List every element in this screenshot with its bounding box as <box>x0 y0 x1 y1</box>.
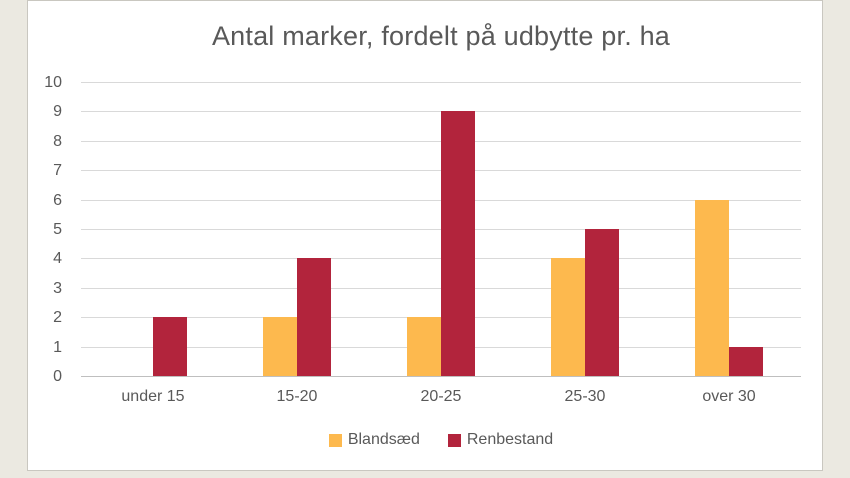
bar-group-25-30 <box>513 82 657 376</box>
y-axis: 0 1 2 3 4 5 6 7 8 9 10 <box>28 74 68 385</box>
bar-blands-d-25-30 <box>551 258 585 376</box>
y-tick-label: 2 <box>53 309 62 327</box>
bar-group-over-30 <box>657 82 801 376</box>
x-tick-label-20-25: 20-25 <box>420 388 462 405</box>
y-tick-label: 1 <box>53 338 62 356</box>
legend-swatch-blands-d <box>328 433 342 447</box>
bar-renbestand-20-25 <box>441 111 475 376</box>
x-tick-label-15-20: 15-20 <box>276 388 318 405</box>
x-axis-line <box>81 376 801 377</box>
bar-renbestand-15-20 <box>297 258 331 376</box>
y-tick-label: 9 <box>53 103 62 121</box>
bar-group-20-25 <box>369 82 513 376</box>
x-tick-label-over-30: over 30 <box>702 388 756 405</box>
legend-swatch-renbestand <box>447 433 461 447</box>
bar-blands-d-20-25 <box>407 317 441 376</box>
y-tick-label: 6 <box>53 191 62 209</box>
bar-blands-d-over-30 <box>695 199 729 376</box>
x-axis: under 15 15-20 20-25 25-30 over 30 <box>81 388 801 406</box>
bar-renbestand-under-15 <box>153 317 187 376</box>
y-tick-label: 7 <box>53 162 62 180</box>
legend: Blandsæd Renbestand <box>81 431 801 449</box>
y-tick-label: 4 <box>53 250 62 268</box>
y-tick-label: 5 <box>53 221 62 238</box>
bar-renbestand-over-30 <box>729 346 763 376</box>
x-tick-label-under-15: under 15 <box>121 388 185 405</box>
chart-title: Antal marker, fordelt på udbytte pr. ha <box>211 21 671 51</box>
y-tick-label: 8 <box>53 132 62 150</box>
x-tick-label-25-30: 25-30 <box>564 388 606 405</box>
legend-label-blands-d: Blandsæd <box>347 431 420 448</box>
y-tick-label: 3 <box>53 279 62 297</box>
legend-item-blands-d: Blandsæd <box>328 431 420 449</box>
legend-label-renbestand: Renbestand <box>466 431 554 448</box>
bar-blands-d-15-20 <box>263 317 297 376</box>
plot-area <box>81 82 801 377</box>
bar-renbestand-25-30 <box>585 229 619 376</box>
y-tick-label: 0 <box>53 368 62 385</box>
legend-item-renbestand: Renbestand <box>447 431 554 449</box>
chart-panel: Antal marker, fordelt på udbytte pr. ha … <box>27 0 823 471</box>
bar-group-under-15 <box>81 82 225 376</box>
y-tick-label: 10 <box>44 74 62 91</box>
bar-group-15-20 <box>225 82 369 376</box>
gridline <box>81 82 801 83</box>
